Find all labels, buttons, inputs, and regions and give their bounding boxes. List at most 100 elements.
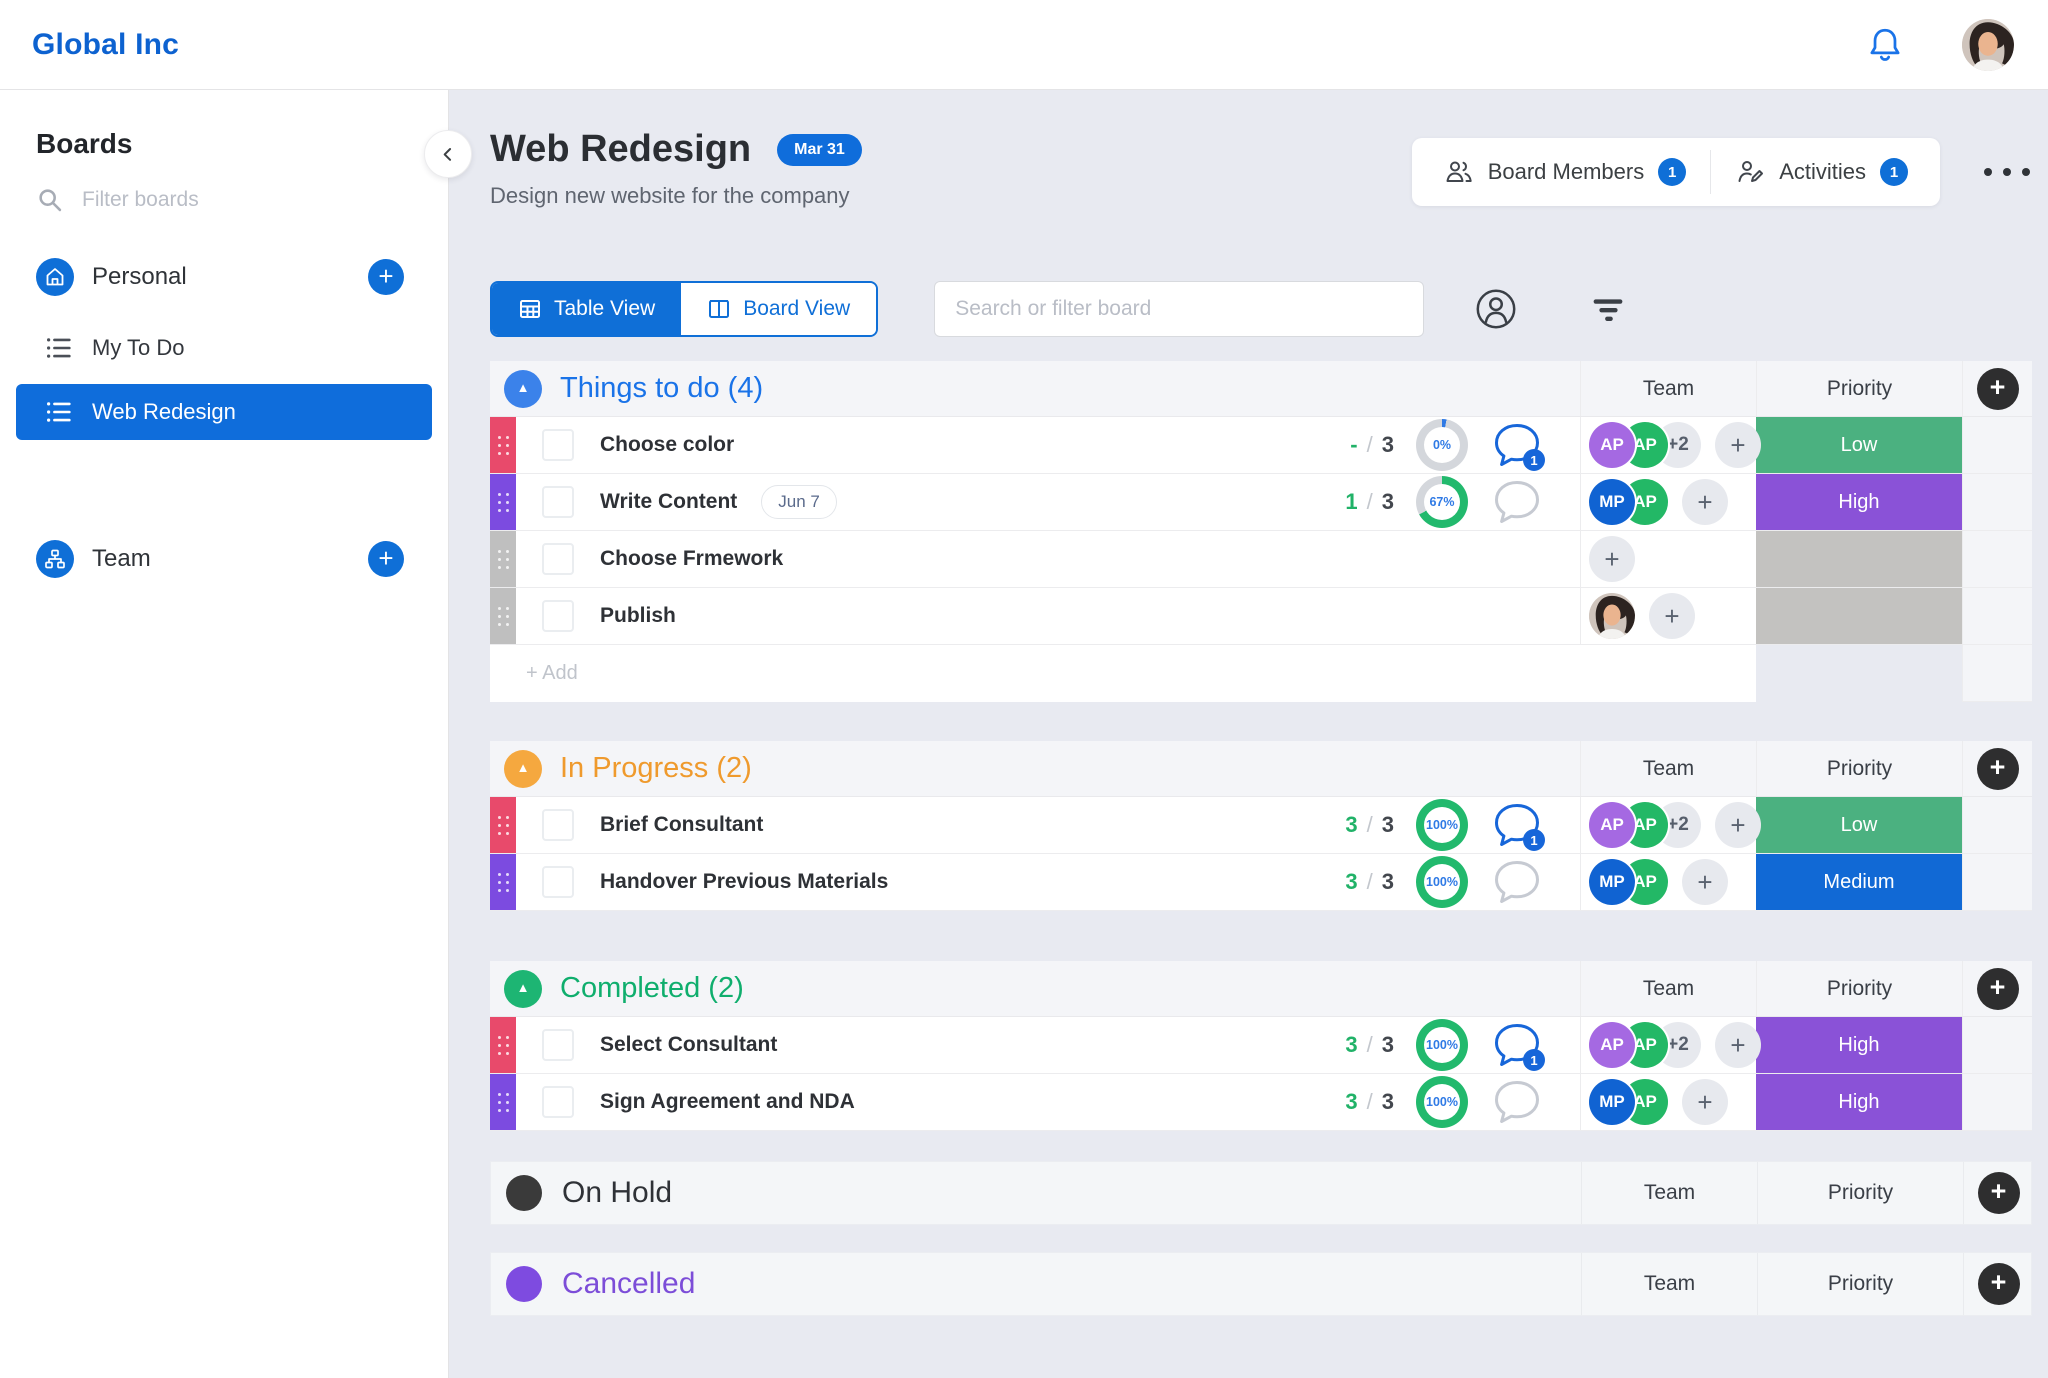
- add-member-button[interactable]: +: [1715, 802, 1761, 848]
- progress-ring: 67%: [1416, 476, 1468, 528]
- drag-handle[interactable]: [490, 588, 516, 644]
- comments-bubble-icon[interactable]: 1: [1490, 421, 1545, 471]
- member-avatar[interactable]: AP: [1589, 422, 1635, 468]
- drag-handle[interactable]: [490, 854, 516, 910]
- sidebar: Boards Personal +: [0, 90, 448, 1378]
- task-checkbox[interactable]: [542, 429, 574, 461]
- member-avatar[interactable]: MP: [1589, 479, 1635, 525]
- drag-handle[interactable]: [490, 417, 516, 473]
- priority-label[interactable]: Low: [1756, 417, 1962, 473]
- team-column-header: Team: [1580, 961, 1756, 1016]
- task-checkbox[interactable]: [542, 1029, 574, 1061]
- drag-handle[interactable]: [490, 1017, 516, 1073]
- add-member-button[interactable]: +: [1715, 422, 1761, 468]
- add-personal-board-button[interactable]: +: [368, 259, 404, 295]
- add-member-button[interactable]: +: [1682, 1079, 1728, 1125]
- collapse-group-icon[interactable]: ▲: [504, 369, 542, 408]
- priority-label[interactable]: High: [1756, 1074, 1962, 1130]
- collapsed-group: On Hold Team Priority +: [490, 1161, 2032, 1225]
- activities-button[interactable]: Activities 1: [1711, 138, 1932, 206]
- more-members-chip[interactable]: +2: [1655, 422, 1701, 468]
- add-column-button[interactable]: +: [1977, 1172, 2020, 1214]
- subtask-count: 3/3: [1345, 1032, 1394, 1057]
- add-member-button[interactable]: +: [1649, 593, 1695, 639]
- group-header: ▲ Things to do (4) Team Priority +: [490, 361, 2032, 417]
- add-task-button[interactable]: + Add: [490, 645, 1756, 702]
- member-avatar[interactable]: MP: [1589, 859, 1635, 905]
- priority-label[interactable]: [1756, 531, 1962, 587]
- board-toolbar: Table View Board View: [490, 281, 2032, 337]
- priority-label[interactable]: Medium: [1756, 854, 1962, 910]
- collapse-group-icon[interactable]: ▲: [504, 969, 542, 1008]
- task-checkbox[interactable]: [542, 866, 574, 898]
- team-cell: MP AP +: [1580, 1074, 1756, 1131]
- add-column-button[interactable]: +: [1976, 367, 2019, 410]
- priority-label[interactable]: Low: [1756, 797, 1962, 853]
- member-avatar[interactable]: AP: [1589, 802, 1635, 848]
- notifications-bell-icon[interactable]: [1864, 24, 1906, 66]
- more-options-button[interactable]: [1982, 158, 2032, 186]
- priority-label[interactable]: High: [1756, 474, 1962, 530]
- sidebar-section-personal[interactable]: Personal +: [0, 254, 448, 300]
- task-group: ▲ Completed (2) Team Priority + Select C…: [490, 961, 2032, 1131]
- drag-handle[interactable]: [490, 531, 516, 587]
- sidebar-item-web-redesign[interactable]: Web Redesign: [16, 384, 432, 440]
- member-avatar[interactable]: AP: [1589, 1022, 1635, 1068]
- group-title: Cancelled: [562, 1267, 696, 1300]
- tab-board-view[interactable]: Board View: [681, 283, 877, 335]
- add-column-button[interactable]: +: [1976, 967, 2019, 1010]
- task-checkbox[interactable]: [542, 809, 574, 841]
- priority-cell: [1756, 531, 1962, 588]
- board-members-button[interactable]: Board Members 1: [1420, 138, 1711, 206]
- add-member-button[interactable]: +: [1682, 479, 1728, 525]
- company-logo[interactable]: Global Inc: [32, 27, 180, 61]
- member-avatar[interactable]: MP: [1589, 1079, 1635, 1125]
- add-member-button[interactable]: +: [1715, 1022, 1761, 1068]
- sidebar-item-my-to-do[interactable]: My To Do: [0, 326, 448, 370]
- drag-handle[interactable]: [490, 797, 516, 853]
- team-column-header: Team: [1580, 361, 1756, 416]
- group-status-dot[interactable]: [506, 1266, 542, 1302]
- progress-ring: 100%: [1416, 1076, 1468, 1128]
- priority-label[interactable]: High: [1756, 1017, 1962, 1073]
- priority-column-header: Priority: [1756, 361, 1962, 416]
- collapse-group-icon[interactable]: ▲: [504, 749, 542, 788]
- comments-bubble-icon[interactable]: 1: [1490, 801, 1545, 851]
- add-member-button[interactable]: +: [1682, 859, 1728, 905]
- drag-handle[interactable]: [490, 474, 516, 530]
- section-label: Personal: [92, 263, 187, 290]
- person-filter-icon[interactable]: [1470, 283, 1522, 335]
- due-date-badge[interactable]: Mar 31: [777, 133, 862, 166]
- filter-icon[interactable]: [1582, 283, 1634, 335]
- task-title: Handover Previous Materials: [600, 870, 889, 893]
- add-column-button[interactable]: +: [1976, 747, 2019, 790]
- comments-bubble-icon[interactable]: [1490, 478, 1544, 526]
- due-date-pill[interactable]: Jun 7: [761, 485, 837, 519]
- comments-bubble-icon[interactable]: [1490, 1078, 1544, 1126]
- priority-cell: [1756, 588, 1962, 645]
- comments-bubble-icon[interactable]: [1490, 858, 1544, 906]
- sidebar-section-team[interactable]: Team +: [0, 536, 448, 582]
- board-search-input[interactable]: [934, 281, 1425, 337]
- collapse-sidebar-button[interactable]: [424, 130, 472, 178]
- filter-boards-input[interactable]: [82, 188, 412, 212]
- board-members-activities-card: Board Members 1 Activities 1: [1411, 138, 1940, 206]
- priority-label[interactable]: [1756, 588, 1962, 644]
- add-column-button[interactable]: +: [1977, 1263, 2020, 1305]
- user-avatar[interactable]: [1962, 18, 2014, 71]
- task-checkbox[interactable]: [542, 1086, 574, 1118]
- task-checkbox[interactable]: [542, 600, 574, 632]
- task-checkbox[interactable]: [542, 543, 574, 575]
- team-cell: AP AP +2 +: [1580, 797, 1761, 854]
- add-team-board-button[interactable]: +: [368, 541, 404, 577]
- member-photo-avatar[interactable]: [1589, 593, 1635, 639]
- tab-table-view[interactable]: Table View: [492, 283, 682, 335]
- add-member-button[interactable]: +: [1589, 536, 1635, 582]
- comments-bubble-icon[interactable]: 1: [1490, 1021, 1545, 1071]
- group-status-dot[interactable]: [506, 1175, 542, 1211]
- topbar: Global Inc: [0, 0, 2048, 90]
- drag-handle[interactable]: [490, 1074, 516, 1130]
- task-checkbox[interactable]: [542, 486, 574, 518]
- comment-count-badge: 1: [1523, 1049, 1545, 1071]
- search-icon: [39, 189, 62, 212]
